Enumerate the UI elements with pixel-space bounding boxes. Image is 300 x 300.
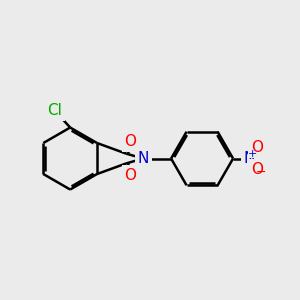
Text: N: N (137, 151, 149, 166)
Text: −: − (256, 167, 266, 179)
Text: O: O (251, 162, 263, 177)
Text: Cl: Cl (47, 103, 62, 118)
Text: O: O (124, 134, 136, 149)
Text: O: O (124, 168, 136, 183)
Text: N: N (244, 151, 255, 166)
Text: O: O (251, 140, 263, 155)
Text: +: + (248, 149, 257, 160)
